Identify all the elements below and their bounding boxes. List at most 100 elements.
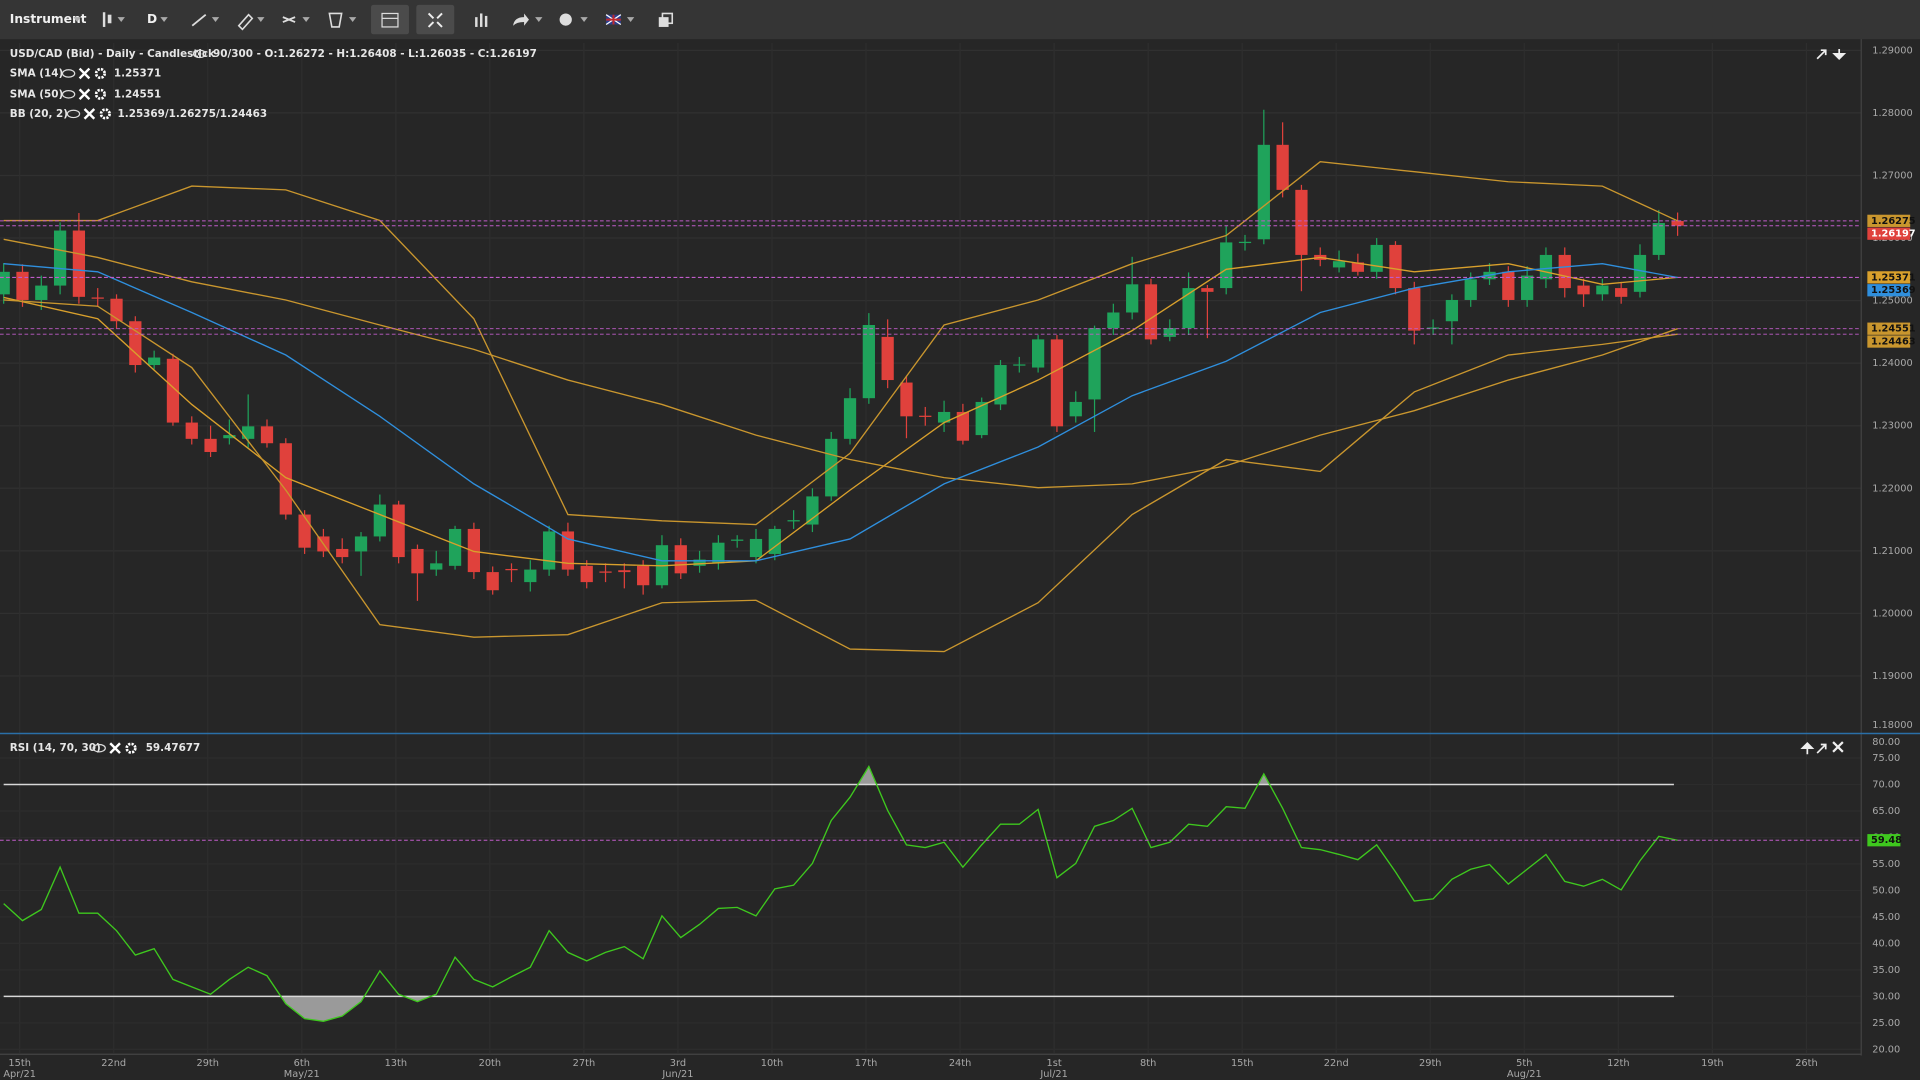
candle-body [260,426,274,444]
candle [825,431,838,501]
fullscreen-button[interactable] [416,4,455,35]
visibility-toggle[interactable] [66,109,81,119]
candle [1596,278,1609,301]
x-tick-label: 12th [1607,1058,1629,1069]
maximize-button[interactable] [1816,49,1827,60]
layout-button[interactable] [371,4,409,35]
candle-body [580,565,593,583]
settings-button[interactable] [125,742,137,754]
remove-button[interactable] [109,742,121,754]
candle-body [1257,144,1270,240]
x-tick-label: 29th [1419,1058,1441,1069]
x-tick-label: 5th [1516,1058,1532,1069]
visibility-toggle[interactable] [61,90,76,99]
candle-body [1370,244,1383,272]
x-tick-month: Aug/21 [1507,1069,1542,1080]
candle [862,313,875,404]
clear-button[interactable] [328,12,357,28]
candle [1295,184,1308,292]
visibility-toggle[interactable] [192,49,207,59]
candle-body [223,435,236,439]
candle-body [975,401,988,436]
candle-body [542,531,556,570]
candle-body [448,528,462,566]
candle-body [937,411,951,423]
detach-button[interactable] [658,12,674,27]
candle-body [53,230,67,286]
pane-controls [1800,48,1847,755]
candle-body [1126,284,1139,313]
instrument-button[interactable]: Instrument [10,12,87,26]
candle-body [279,443,292,515]
candle-body [881,336,894,381]
close-button[interactable] [1832,741,1844,753]
x-tick-label: 15th [8,1058,30,1069]
candle-body [806,496,819,525]
candle-body [919,415,932,417]
y-tick-label: 70.00 [1872,779,1900,790]
chart-type-button[interactable] [102,12,125,27]
theme-button[interactable] [559,13,588,26]
candle [35,275,48,310]
visibility-toggle[interactable] [61,69,76,78]
y-tick-label: 45.00 [1872,912,1900,923]
y-tick-label: 1.28000 [1872,108,1912,119]
y-tick-label: 1.20000 [1872,608,1912,619]
price-tag [1867,271,1911,284]
rsi-value: 59.47677 [146,742,201,754]
x-tick-label: 20th [479,1058,501,1069]
candle-body [749,538,763,558]
candle-body [1107,312,1120,329]
candle-body [1069,401,1082,417]
candle-body [561,531,575,570]
candle [1182,272,1195,336]
indicator-line [3,299,1678,653]
candle [900,375,913,439]
move-down-button[interactable] [1832,48,1847,60]
candle [1426,319,1440,336]
candle [956,403,970,445]
x-tick-label: 27th [573,1058,595,1069]
candle [1351,253,1364,276]
toolbar-bg [0,0,1920,40]
settings-button[interactable] [94,88,107,100]
x-tick-month: Apr/21 [3,1069,36,1080]
candle [542,525,556,576]
candle [768,525,781,561]
y-tick-label: 55.00 [1872,859,1900,870]
chart-title: USD/CAD (Bid) - Daily - Candlestick [10,48,216,60]
candle [919,406,932,426]
price-tag [1867,335,1911,348]
candle-body [1013,364,1026,366]
visibility-toggle[interactable] [92,743,106,753]
candle-body [148,357,161,366]
candle [712,535,725,570]
maximize-button[interactable] [1816,743,1827,754]
draw-tool-button[interactable] [237,13,265,31]
x-tick-month: Jun/21 [661,1069,693,1080]
share-button[interactable] [513,13,543,26]
candle-body [1426,327,1440,329]
remove-button[interactable] [78,88,91,101]
remove-button[interactable] [83,108,96,120]
line-tool-button[interactable] [191,13,220,27]
language-button[interactable] [605,14,635,25]
indicators-button[interactable] [475,13,488,27]
remove-button[interactable] [78,67,91,80]
candle [1276,122,1289,198]
candle-body [373,504,386,537]
move-up-button[interactable] [1800,742,1815,755]
candle-body [674,545,687,574]
candle [1144,278,1158,345]
settings-button[interactable] [94,67,107,80]
settings-button[interactable] [99,108,111,120]
candle-body [204,438,217,452]
fib-tool-button[interactable] [282,16,310,23]
period-button[interactable]: D [147,12,157,26]
indicator-line [3,263,1678,562]
price-tag-label: 1.26275 [1871,216,1916,227]
y-tick-label: 1.18000 [1872,720,1912,731]
y-tick-label: 1.23000 [1872,421,1912,432]
candle-body [1238,241,1252,244]
